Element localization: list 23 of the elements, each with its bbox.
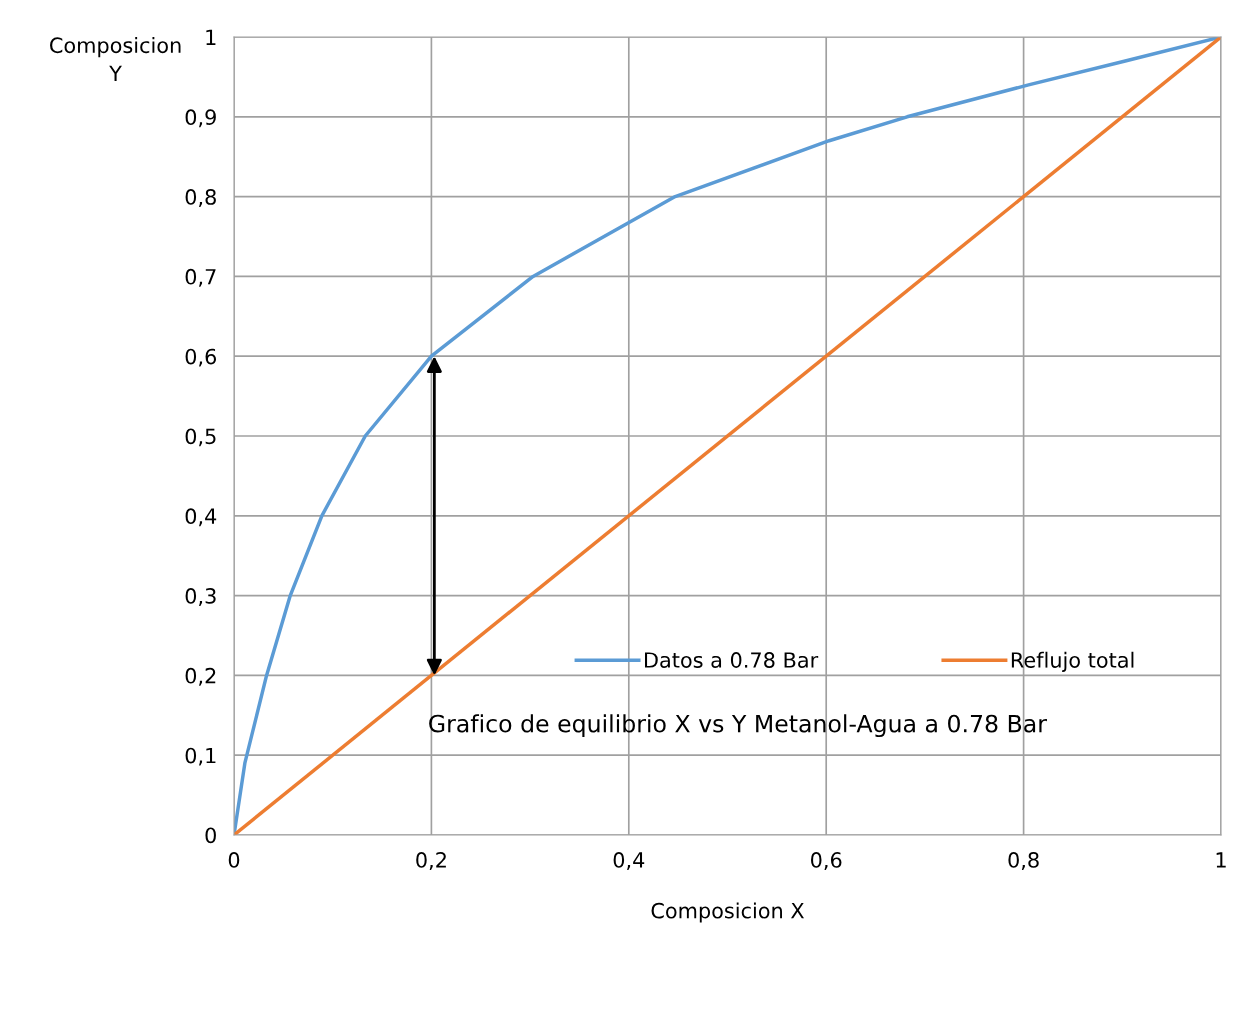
legend-label: Reflujo total (1011, 651, 1134, 672)
y-tick-label: 0,4 (185, 508, 217, 527)
y-tick-label: 1 (206, 29, 216, 45)
line-series (234, 37, 1221, 835)
x-tick-label: 0,6 (811, 852, 842, 870)
text: Grafico de equilibrio X vs Y Metanol-Agua a 0.78 Bar (429, 714, 1047, 738)
x-tick-label: 1 (1216, 852, 1226, 868)
y-tick-label: 0,1 (185, 747, 216, 766)
y-tick-label: 0,6 (185, 348, 217, 367)
y-tick-label: 0,7 (185, 268, 216, 287)
x-tick-label: 0,2 (416, 852, 446, 870)
y-tick-label: 0,8 (185, 189, 216, 207)
y-axis-title: Composicion Y (50, 37, 181, 81)
x-tick-label: 0,8 (1008, 852, 1039, 870)
y-tick-label: 0,5 (185, 428, 216, 447)
y-tick-label: 0 (205, 827, 216, 844)
legend-label: Datos a 0.78 Bar (645, 652, 819, 668)
x-tick-label: 0,4 (613, 852, 645, 870)
y-tick-label: 0,2 (185, 667, 216, 686)
y-tick-label: 0,9 (185, 109, 216, 128)
y-tick-label: 0,3 (185, 588, 216, 606)
x-tick-label: 0 (228, 852, 240, 868)
x-axis-title: Composicion X (651, 902, 804, 923)
